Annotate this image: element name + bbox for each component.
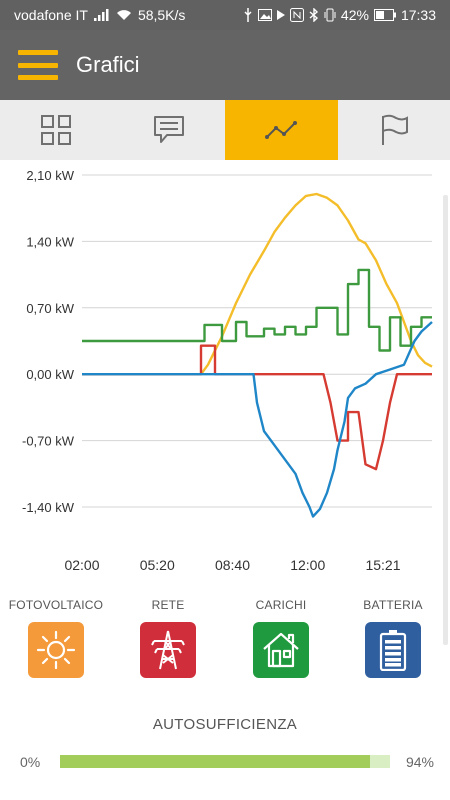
power-chart: 2,10 kW 1,40 kW 0,70 kW 0,00 kW -0,70 kW -1,4… <box>0 160 450 590</box>
x-tick-label: 05:20 <box>140 557 175 573</box>
photovoltaic-button[interactable] <box>28 622 84 678</box>
y-tick-label: -0,70 kW <box>22 434 75 449</box>
grid-button[interactable] <box>140 622 196 678</box>
tab-dashboard[interactable] <box>0 100 113 160</box>
network-speed: 58,5K/s <box>137 7 186 23</box>
house-icon <box>263 632 299 668</box>
category-battery: BATTERIA <box>343 598 443 678</box>
series-line-3 <box>82 321 433 518</box>
battery-button[interactable] <box>365 622 421 678</box>
tab-messages[interactable] <box>113 100 226 160</box>
status-bar: vodafone IT 58,5K/s 42% 17:33 <box>0 0 450 30</box>
y-tick-label: 2,10 kW <box>26 168 74 183</box>
category-label: CARICHI <box>255 598 307 612</box>
series-line-0 <box>82 192 433 376</box>
series-line-2 <box>82 344 432 471</box>
category-label: FOTOVOLTAICO <box>8 598 104 612</box>
tab-bar <box>0 100 450 160</box>
wifi-icon <box>116 9 132 21</box>
battery-percent: 42% <box>340 7 369 23</box>
self-sufficiency-max-label: 94% <box>405 754 434 770</box>
category-row: FOTOVOLTAICO RETE <box>0 598 450 688</box>
self-sufficiency-progress <box>60 755 390 768</box>
usb-icon <box>243 8 253 22</box>
series-line-1 <box>82 268 432 352</box>
flag-icon <box>381 114 408 145</box>
y-tick-label: -1,40 kW <box>22 500 75 515</box>
self-sufficiency-min-label: 0% <box>20 754 41 770</box>
play-icon <box>276 10 285 20</box>
bluetooth-icon <box>309 8 319 22</box>
y-tick-label: 1,40 kW <box>26 234 74 249</box>
y-tick-label: 0,70 kW <box>26 301 74 316</box>
category-label: RETE <box>151 598 185 612</box>
battery-icon <box>379 630 407 671</box>
category-loads: CARICHI <box>231 598 331 678</box>
x-tick-label: 15:21 <box>365 557 400 573</box>
sun-icon <box>36 630 76 670</box>
page-title: Grafici <box>76 52 140 77</box>
carrier-label: vodafone IT <box>14 7 88 23</box>
x-tick-label: 12:00 <box>290 557 325 573</box>
category-label: BATTERIA <box>363 598 423 612</box>
line-chart-icon <box>265 121 298 139</box>
category-grid: RETE <box>118 598 218 678</box>
vibrate-icon <box>324 8 336 22</box>
image-icon <box>257 9 272 21</box>
self-sufficiency-title: AUTOSUFFICIENZA <box>152 716 298 733</box>
x-tick-label: 08:40 <box>215 557 250 573</box>
tab-charts[interactable] <box>225 100 338 160</box>
message-icon <box>153 116 184 143</box>
scrollbar[interactable] <box>443 195 448 645</box>
nfc-icon <box>289 8 304 22</box>
grid-icon <box>41 115 72 145</box>
signal-icon <box>93 9 110 21</box>
power-tower-icon <box>151 630 185 670</box>
clock: 17:33 <box>400 7 436 23</box>
y-tick-label: 0,00 kW <box>26 367 74 382</box>
self-sufficiency-row: 0% 94% <box>0 752 450 772</box>
loads-button[interactable] <box>253 622 309 678</box>
menu-icon[interactable] <box>18 50 58 80</box>
app-bar: Grafici <box>0 30 450 100</box>
tab-events[interactable] <box>338 100 450 160</box>
category-photovoltaic: FOTOVOLTAICO <box>6 598 106 678</box>
self-sufficiency-progress-fill <box>60 755 371 768</box>
x-tick-label: 02:00 <box>64 557 99 573</box>
power-chart-svg: 2,10 kW 1,40 kW 0,70 kW 0,00 kW -0,70 kW -1,4… <box>22 168 433 573</box>
battery-status-icon <box>373 9 396 21</box>
